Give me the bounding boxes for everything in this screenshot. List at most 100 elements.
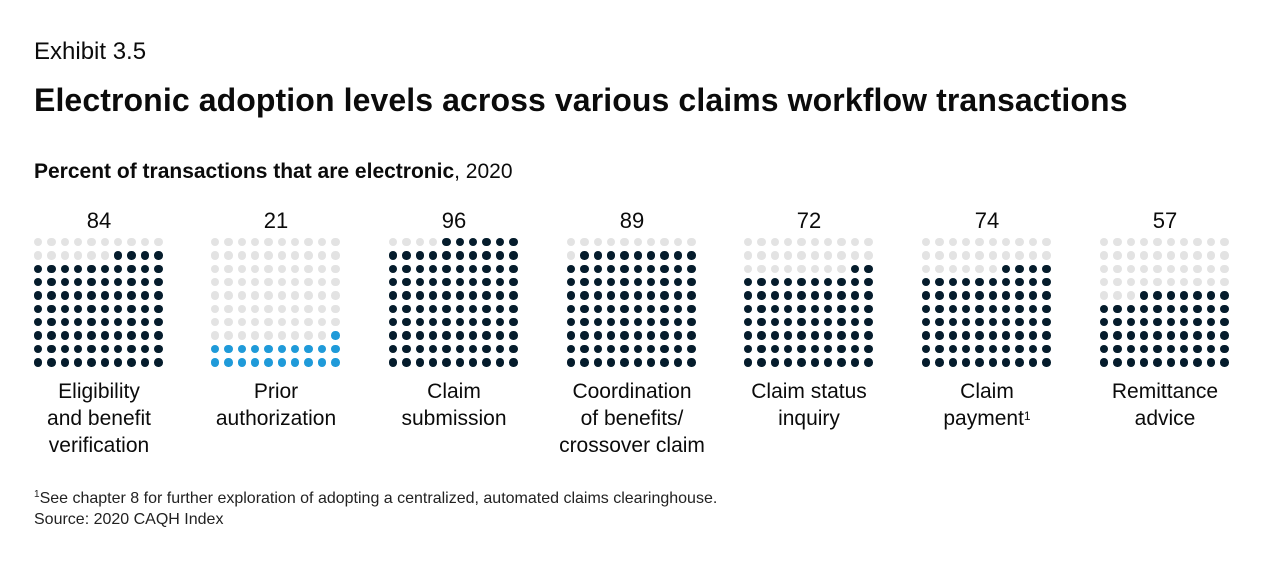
waffle-dot xyxy=(607,291,616,300)
waffle-dot xyxy=(224,251,233,260)
waffle-dot xyxy=(975,318,984,327)
waffle-dot xyxy=(1140,251,1149,260)
waffle-dot xyxy=(224,291,233,300)
waffle-dot xyxy=(607,278,616,287)
waffle-dot xyxy=(127,318,136,327)
waffle-dot xyxy=(251,264,260,274)
footnote-text: See chapter 8 for further exploration of… xyxy=(39,490,718,507)
waffle-dot xyxy=(1193,331,1202,340)
waffle-dot xyxy=(1140,344,1149,354)
waffle-dot xyxy=(1126,264,1136,274)
waffle-dot xyxy=(415,278,425,287)
waffle-dot xyxy=(100,278,110,287)
waffle-dot xyxy=(60,264,70,274)
waffle-dot xyxy=(784,251,793,260)
waffle-dot xyxy=(1206,304,1216,314)
waffle-dot xyxy=(687,278,696,287)
waffle-dot xyxy=(415,238,425,247)
waffle-dot xyxy=(154,344,163,354)
waffle-dot xyxy=(455,318,465,327)
dot-grid xyxy=(567,238,699,370)
waffle-dot xyxy=(1028,304,1038,314)
waffle-dot xyxy=(1153,304,1162,314)
category-label-line: inquiry xyxy=(778,407,840,430)
waffle-dot xyxy=(1100,331,1109,340)
waffle-dot xyxy=(509,291,518,300)
waffle-dot xyxy=(580,264,589,274)
waffle-dot xyxy=(1180,331,1189,340)
waffle-dot xyxy=(442,318,451,327)
waffle-dot xyxy=(87,344,96,354)
waffle-dot xyxy=(1166,238,1176,247)
waffle-dot xyxy=(935,251,944,260)
waffle-dot xyxy=(593,251,603,260)
waffle-dot xyxy=(1100,318,1109,327)
waffle-dot xyxy=(509,344,518,354)
waffle-dot xyxy=(988,251,998,260)
waffle-dot xyxy=(34,344,43,354)
waffle-dot xyxy=(34,291,43,300)
waffle-dot xyxy=(1180,251,1189,260)
waffle-dot xyxy=(935,358,944,367)
waffle-dot xyxy=(1126,291,1136,300)
waffle-dot xyxy=(1015,358,1024,367)
waffle-dot xyxy=(87,318,96,327)
waffle-dot xyxy=(74,278,83,287)
waffle-dot xyxy=(1206,278,1216,287)
waffle-dot xyxy=(1140,358,1149,367)
waffle-dot xyxy=(224,331,233,340)
waffle-dot xyxy=(140,278,150,287)
waffle-dot xyxy=(455,264,465,274)
waffle-dot xyxy=(1206,318,1216,327)
waffle-dot xyxy=(975,331,984,340)
waffle-dot xyxy=(864,238,873,247)
waffle-dot xyxy=(948,344,958,354)
waffle-dot xyxy=(935,331,944,340)
waffle-dot xyxy=(1015,251,1024,260)
waffle-dot xyxy=(988,291,998,300)
waffle-dot xyxy=(304,238,313,247)
waffle-dot xyxy=(948,358,958,367)
waffle-dot xyxy=(251,331,260,340)
waffle-dot xyxy=(251,291,260,300)
waffle-dot xyxy=(331,304,340,314)
waffle-dot xyxy=(975,291,984,300)
dot-grid xyxy=(1100,238,1232,370)
waffle-dot xyxy=(810,238,820,247)
waffle-dot xyxy=(988,304,998,314)
waffle-dot xyxy=(237,318,247,327)
waffle-dot xyxy=(74,344,83,354)
waffle-dot xyxy=(1113,304,1122,314)
waffle-dot xyxy=(47,238,56,247)
waffle-dot xyxy=(593,358,603,367)
waffle-dot xyxy=(114,344,123,354)
value-label: 57 xyxy=(1152,208,1178,233)
waffle-dot xyxy=(277,358,287,367)
waffle-dot xyxy=(224,238,233,247)
waffle-dot xyxy=(770,358,780,367)
waffle-dot xyxy=(850,251,860,260)
waffle-dot xyxy=(593,331,603,340)
waffle-dot xyxy=(47,278,56,287)
waffle-dot xyxy=(60,278,70,287)
waffle-dot xyxy=(482,251,491,260)
waffle-dot xyxy=(251,304,260,314)
waffle-dot xyxy=(922,251,931,260)
waffle-dot xyxy=(1153,344,1162,354)
waffle-dot xyxy=(317,238,327,247)
waffle-dot xyxy=(922,344,931,354)
waffle-dot xyxy=(757,318,766,327)
waffle-dot xyxy=(837,331,846,340)
waffle-dot xyxy=(455,278,465,287)
waffle-dot xyxy=(687,318,696,327)
waffle-dot xyxy=(620,331,629,340)
waffle-dot xyxy=(687,264,696,274)
waffle-dot xyxy=(415,318,425,327)
waffle-dot xyxy=(114,304,123,314)
waffle-dot xyxy=(1002,358,1011,367)
waffle-dot xyxy=(140,318,150,327)
waffle-dot xyxy=(975,344,984,354)
waffle-dot xyxy=(495,238,505,247)
waffle-dot xyxy=(402,251,411,260)
waffle-dot xyxy=(633,291,643,300)
